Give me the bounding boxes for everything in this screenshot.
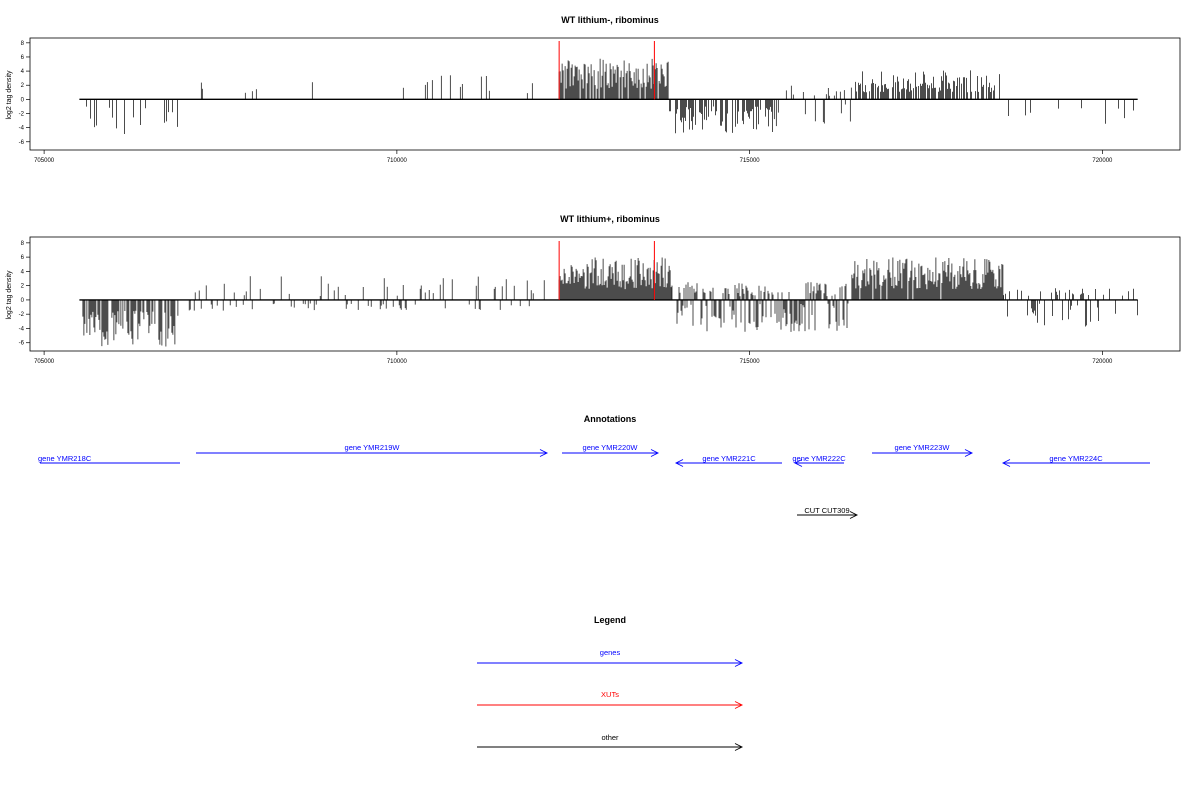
panel-2-ylabel: log2 tag density [6, 270, 13, 320]
panel-1: WT lithium-, ribominus log2 tag density … [6, 15, 1181, 164]
x-tick-label: 715000 [740, 359, 761, 365]
gene-YMR221C: gene YMR221C [674, 454, 782, 467]
gene-label: gene YMR223W [895, 443, 951, 452]
y-tick-label: 6 [21, 55, 25, 61]
x-tick-label: 710000 [387, 158, 408, 164]
x-tick-label: 715000 [740, 158, 761, 164]
y-tick-label: 4 [21, 69, 25, 75]
arrow-head [734, 659, 744, 667]
panel-1-title: WT lithium-, ribominus [561, 15, 659, 25]
panel-2-signal-bars [79, 257, 1138, 347]
gene-YMR220W: gene YMR220W [562, 443, 660, 457]
legend-item-genes: genes [477, 648, 744, 667]
y-tick-label: 4 [21, 269, 25, 275]
panel-1-y-axis: 8 6 4 2 0 -2 -4 -6 [19, 41, 30, 146]
gene-label: gene YMR221C [702, 454, 756, 463]
legend-label: genes [600, 648, 621, 657]
x-tick-label: 705000 [34, 158, 55, 164]
arrow-head [849, 511, 859, 519]
y-tick-label: -4 [19, 126, 25, 132]
panel-2-x-axis: 705000 710000 715000 720000 [34, 351, 1113, 365]
y-tick-label: -6 [19, 140, 25, 146]
y-tick-label: -6 [19, 341, 25, 347]
gene-YMR218C: gene YMR218C [38, 454, 180, 464]
y-tick-label: 0 [21, 298, 25, 304]
arrow-head [793, 459, 803, 467]
panel-2-markers [558, 241, 655, 300]
y-tick-label: -4 [19, 326, 25, 332]
x-tick-label: 720000 [1092, 359, 1113, 365]
panel-2-title: WT lithium+, ribominus [560, 214, 660, 224]
arrow-head [650, 449, 660, 457]
x-tick-label: 710000 [387, 359, 408, 365]
legend-title: Legend [594, 615, 626, 625]
y-tick-label: 2 [21, 284, 25, 290]
gene-label: gene YMR219W [345, 443, 401, 452]
arrow-head [734, 701, 744, 709]
cut-CUT309: CUT CUT309 [797, 506, 859, 519]
y-tick-label: 2 [21, 83, 25, 89]
panel-1-markers [558, 41, 655, 100]
gene-YMR224C: gene YMR224C [1001, 454, 1150, 467]
legend-label: other [601, 733, 619, 742]
panel-1-plot-frame [29, 37, 1181, 151]
gene-YMR219W: gene YMR219W [196, 443, 549, 457]
gene-label: gene YMR224C [1049, 454, 1103, 463]
gene-label: gene YMR218C [38, 454, 92, 463]
panel-1-signal-bars [79, 58, 1138, 134]
legend-label: XUTs [601, 690, 619, 699]
y-tick-label: 6 [21, 255, 25, 261]
legend-item-xuts: XUTs [477, 690, 744, 709]
arrow-head [674, 459, 684, 467]
y-tick-label: -2 [19, 312, 25, 318]
panel-1-ylabel: log2 tag density [6, 70, 13, 120]
cut-label: CUT CUT309 [804, 506, 849, 515]
panel-2-y-axis: 8 6 4 2 0 -2 -4 -6 [19, 241, 30, 347]
gene-YMR222C: gene YMR222C [792, 454, 846, 467]
y-tick-label: 0 [21, 97, 25, 103]
gene-YMR223W: gene YMR223W [872, 443, 974, 457]
x-tick-label: 705000 [34, 359, 55, 365]
panel-1-x-axis: 705000 710000 715000 720000 [34, 150, 1113, 164]
legend-item-other: other [477, 733, 744, 751]
arrow-head [734, 743, 744, 751]
y-tick-label: 8 [21, 241, 25, 247]
panel-2: WT lithium+, ribominus log2 tag density … [6, 214, 1181, 365]
annotations-title: Annotations [584, 414, 637, 424]
arrow-head [964, 449, 974, 457]
legend: Legend genes XUTs other [477, 615, 744, 751]
gene-label: gene YMR222C [792, 454, 846, 463]
gene-label: gene YMR220W [583, 443, 639, 452]
arrow-head [539, 449, 549, 457]
annotations-track: Annotations gene YMR218C gene YMR219W ge… [38, 414, 1150, 519]
x-tick-label: 720000 [1092, 158, 1113, 164]
arrow-head [1001, 459, 1011, 467]
panel-2-plot-frame [29, 236, 1181, 352]
y-tick-label: 8 [21, 41, 25, 47]
y-tick-label: -2 [19, 111, 25, 117]
